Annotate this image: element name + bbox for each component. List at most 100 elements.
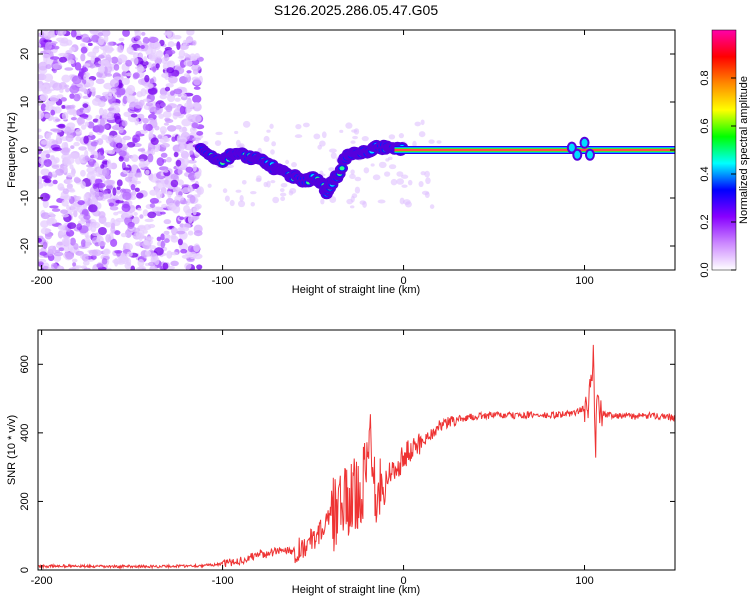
noise-speckle [68,189,76,193]
noise-speckle [418,131,426,138]
noise-speckle [144,218,154,223]
noise-speckle [170,260,179,267]
noise-speckle [101,167,110,177]
noise-speckle [145,102,153,107]
noise-speckle [47,212,54,216]
noise-speckle [144,83,154,89]
noise-speckle [69,85,80,94]
noise-speckle [98,215,107,224]
noise-speckle [121,77,130,85]
noise-speckle [396,178,405,185]
noise-speckle [280,182,288,188]
noise-speckle [88,249,99,256]
noise-speckle [67,222,77,230]
noise-speckle [45,153,51,159]
noise-speckle [189,126,197,134]
noise-speckle [148,52,158,62]
noise-speckle [38,99,43,106]
noise-speckle [193,243,201,253]
noise-speckle [57,123,66,129]
noise-speckle [84,121,89,127]
noise-speckle [163,32,172,36]
noise-speckle [140,88,147,97]
noise-speckle [116,186,121,190]
noise-speckle [163,53,170,62]
noise-speckle [83,267,91,270]
noise-speckle [80,181,86,189]
noise-speckle [181,93,187,98]
noise-speckle [122,95,128,105]
noise-speckle [289,187,297,194]
noise-speckle [193,230,203,237]
y-tick-label: 200 [19,492,31,510]
noise-speckle [83,74,89,81]
noise-speckle [65,251,75,260]
noise-speckle [145,236,154,241]
noise-speckle [353,128,360,135]
noise-speckle [424,170,430,178]
noise-speckle [92,118,99,123]
noise-speckle [329,196,337,203]
noise-speckle [81,253,89,262]
noise-speckle [126,172,137,177]
noise-speckle [64,84,70,88]
y-tick-label: 400 [19,424,31,442]
noise-speckle [85,239,91,248]
noise-speckle [124,261,132,270]
noise-speckle [142,36,150,45]
noise-speckle [53,251,64,257]
noise-speckle [184,262,192,270]
noise-speckle [75,128,82,135]
noise-speckle [98,54,105,59]
noise-speckle [116,179,123,187]
noise-speckle [148,36,159,44]
noise-speckle [294,134,303,139]
noise-speckle [165,104,173,113]
noise-speckle [130,113,138,118]
noise-speckle [192,40,197,46]
noise-speckle [224,195,230,202]
noise-speckle [79,86,87,93]
noise-speckle [70,117,77,121]
colorbar-tick-label: 0.0 [699,262,711,277]
noise-speckle [155,206,162,211]
noise-speckle [108,150,116,155]
noise-speckle [112,187,117,196]
noise-speckle [193,86,201,90]
noise-speckle [132,72,140,79]
x-tick-label: -200 [31,275,53,287]
noise-speckle [285,159,290,165]
noise-speckle [106,184,113,190]
noise-speckle [97,65,106,74]
noise-speckle [73,93,81,102]
noise-speckle [155,63,160,69]
noise-speckle [349,205,355,209]
noise-speckle [47,32,53,38]
noise-speckle [192,137,202,142]
chart-title: S126.2025.286.05.47.G05 [274,2,438,18]
noise-speckle [47,171,53,180]
noise-speckle [136,192,144,199]
noise-speckle [102,248,111,255]
noise-speckle [377,199,386,204]
noise-speckle [99,118,106,127]
noise-speckle [189,216,197,222]
noise-speckle [52,179,58,185]
noise-speckle [241,179,247,185]
noise-speckle [57,224,65,230]
noise-speckle [170,235,179,243]
noise-speckle [167,41,175,48]
noise-speckle [378,161,387,169]
noise-speckle [38,43,42,48]
noise-speckle [186,70,192,74]
noise-speckle [86,78,95,88]
noise-speckle [125,72,133,77]
noise-speckle [73,141,80,147]
noise-speckle [250,191,257,195]
noise-speckle [175,125,182,130]
noise-speckle [102,192,111,200]
noise-speckle [53,254,62,262]
noise-speckle [184,39,193,44]
noise-speckle [162,262,169,270]
noise-speckle [82,260,90,266]
